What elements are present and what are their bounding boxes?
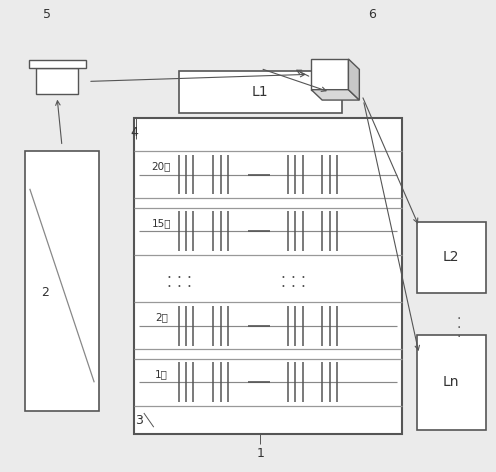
Polygon shape — [348, 59, 359, 100]
Text: ·: · — [176, 280, 181, 295]
Bar — [36, 68, 78, 94]
Text: ·: · — [186, 271, 191, 286]
Text: ·: · — [290, 271, 295, 286]
Text: 4: 4 — [130, 126, 138, 139]
Text: ·: · — [176, 271, 181, 286]
Bar — [179, 71, 342, 113]
Bar — [417, 222, 486, 293]
Text: 15路: 15路 — [151, 218, 171, 228]
Text: 5: 5 — [43, 8, 51, 21]
Text: ·: · — [280, 271, 285, 286]
Text: ·: · — [186, 280, 191, 295]
Polygon shape — [311, 90, 359, 100]
Text: ·: · — [300, 280, 305, 295]
Text: ·: · — [290, 280, 295, 295]
Text: 2: 2 — [41, 286, 49, 299]
Text: ·: · — [166, 271, 171, 286]
Text: 6: 6 — [368, 8, 376, 21]
Text: 1: 1 — [256, 447, 264, 460]
Bar — [134, 118, 402, 434]
Text: 2路: 2路 — [155, 312, 168, 322]
Text: 3: 3 — [135, 413, 143, 427]
Bar — [25, 151, 99, 411]
Text: ·: · — [280, 280, 285, 295]
Text: ·: · — [457, 330, 461, 345]
Text: L1: L1 — [252, 85, 269, 99]
Bar — [417, 335, 486, 430]
Text: 1路: 1路 — [155, 369, 168, 379]
Text: L2: L2 — [443, 250, 460, 264]
Text: ·: · — [457, 321, 461, 335]
Text: ·: · — [300, 271, 305, 286]
Bar — [311, 59, 348, 90]
Text: ·: · — [457, 312, 461, 326]
Text: ·: · — [166, 280, 171, 295]
Text: Ln: Ln — [443, 375, 460, 389]
Bar — [28, 60, 85, 68]
Text: 20路: 20路 — [151, 161, 171, 171]
